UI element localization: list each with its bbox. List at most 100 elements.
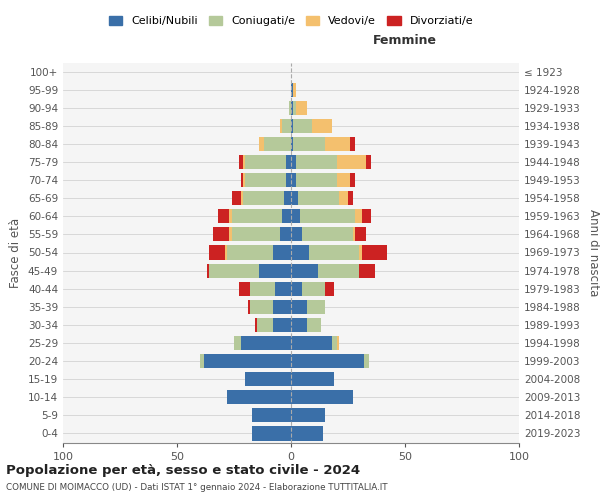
Bar bbox=[232, 191, 241, 206]
Bar bbox=[241, 336, 291, 350]
Bar bbox=[291, 100, 293, 115]
Bar bbox=[239, 282, 250, 296]
Bar bbox=[366, 155, 371, 169]
Bar bbox=[250, 300, 273, 314]
Text: COMUNE DI MOIMACCO (UD) - Dati ISTAT 1° gennaio 2024 - Elaborazione TUTTITALIA.I: COMUNE DI MOIMACCO (UD) - Dati ISTAT 1° … bbox=[6, 484, 388, 492]
Bar bbox=[291, 372, 334, 386]
Legend: Celibi/Nubili, Coniugati/e, Vedovi/e, Divorziati/e: Celibi/Nubili, Coniugati/e, Vedovi/e, Di… bbox=[104, 11, 478, 30]
Bar bbox=[355, 210, 362, 224]
Bar bbox=[325, 282, 334, 296]
Bar bbox=[337, 336, 339, 350]
Bar bbox=[227, 246, 273, 260]
Bar bbox=[337, 173, 350, 187]
Bar bbox=[209, 246, 225, 260]
Bar bbox=[302, 282, 325, 296]
Bar bbox=[284, 191, 291, 206]
Bar bbox=[252, 408, 291, 422]
Bar bbox=[293, 100, 296, 115]
Bar bbox=[243, 155, 245, 169]
Bar bbox=[291, 390, 353, 404]
Bar bbox=[359, 264, 376, 278]
Bar bbox=[296, 173, 337, 187]
Bar bbox=[293, 82, 296, 96]
Bar bbox=[225, 246, 227, 260]
Bar bbox=[280, 228, 291, 241]
Bar bbox=[291, 137, 293, 151]
Bar bbox=[273, 318, 291, 332]
Bar bbox=[248, 300, 250, 314]
Bar bbox=[257, 318, 273, 332]
Bar bbox=[291, 300, 307, 314]
Bar bbox=[291, 173, 296, 187]
Y-axis label: Anni di nascita: Anni di nascita bbox=[587, 209, 600, 296]
Bar bbox=[206, 264, 209, 278]
Bar bbox=[359, 246, 362, 260]
Bar bbox=[214, 228, 229, 241]
Bar bbox=[245, 173, 286, 187]
Bar bbox=[353, 228, 355, 241]
Bar bbox=[252, 426, 291, 440]
Text: Popolazione per età, sesso e stato civile - 2024: Popolazione per età, sesso e stato civil… bbox=[6, 464, 360, 477]
Bar bbox=[291, 191, 298, 206]
Bar bbox=[232, 210, 282, 224]
Bar bbox=[291, 318, 307, 332]
Bar bbox=[332, 336, 337, 350]
Bar bbox=[307, 300, 325, 314]
Bar bbox=[254, 318, 257, 332]
Bar bbox=[205, 354, 291, 368]
Bar bbox=[291, 228, 302, 241]
Bar bbox=[362, 210, 371, 224]
Bar bbox=[298, 191, 339, 206]
Bar bbox=[325, 137, 350, 151]
Bar bbox=[291, 119, 293, 133]
Bar bbox=[259, 137, 263, 151]
Bar bbox=[339, 191, 348, 206]
Bar bbox=[362, 246, 387, 260]
Bar bbox=[350, 137, 355, 151]
Bar bbox=[291, 354, 364, 368]
Bar bbox=[280, 119, 282, 133]
Bar bbox=[291, 336, 332, 350]
Bar bbox=[218, 210, 229, 224]
Bar bbox=[250, 282, 275, 296]
Bar bbox=[227, 390, 291, 404]
Bar bbox=[364, 354, 368, 368]
Bar bbox=[282, 210, 291, 224]
Bar bbox=[289, 100, 291, 115]
Bar bbox=[241, 191, 243, 206]
Bar bbox=[291, 82, 293, 96]
Bar bbox=[291, 282, 302, 296]
Bar bbox=[291, 155, 296, 169]
Bar bbox=[273, 246, 291, 260]
Bar bbox=[245, 155, 286, 169]
Bar bbox=[275, 282, 291, 296]
Bar bbox=[319, 264, 359, 278]
Bar bbox=[309, 246, 359, 260]
Bar bbox=[234, 336, 241, 350]
Bar bbox=[229, 228, 232, 241]
Bar bbox=[232, 228, 280, 241]
Bar bbox=[293, 137, 325, 151]
Bar bbox=[263, 137, 291, 151]
Bar bbox=[291, 408, 325, 422]
Bar bbox=[307, 318, 320, 332]
Bar bbox=[259, 264, 291, 278]
Bar bbox=[245, 372, 291, 386]
Bar bbox=[291, 264, 319, 278]
Bar bbox=[291, 426, 323, 440]
Bar bbox=[348, 191, 353, 206]
Bar bbox=[229, 210, 232, 224]
Bar bbox=[291, 246, 309, 260]
Y-axis label: Fasce di età: Fasce di età bbox=[10, 218, 22, 288]
Bar bbox=[239, 155, 243, 169]
Bar bbox=[291, 210, 300, 224]
Text: Femmine: Femmine bbox=[373, 34, 437, 48]
Bar bbox=[300, 210, 355, 224]
Bar bbox=[243, 191, 284, 206]
Bar bbox=[243, 173, 245, 187]
Bar bbox=[302, 228, 353, 241]
Bar bbox=[200, 354, 205, 368]
Bar bbox=[273, 300, 291, 314]
Bar bbox=[296, 155, 337, 169]
Bar bbox=[293, 119, 311, 133]
